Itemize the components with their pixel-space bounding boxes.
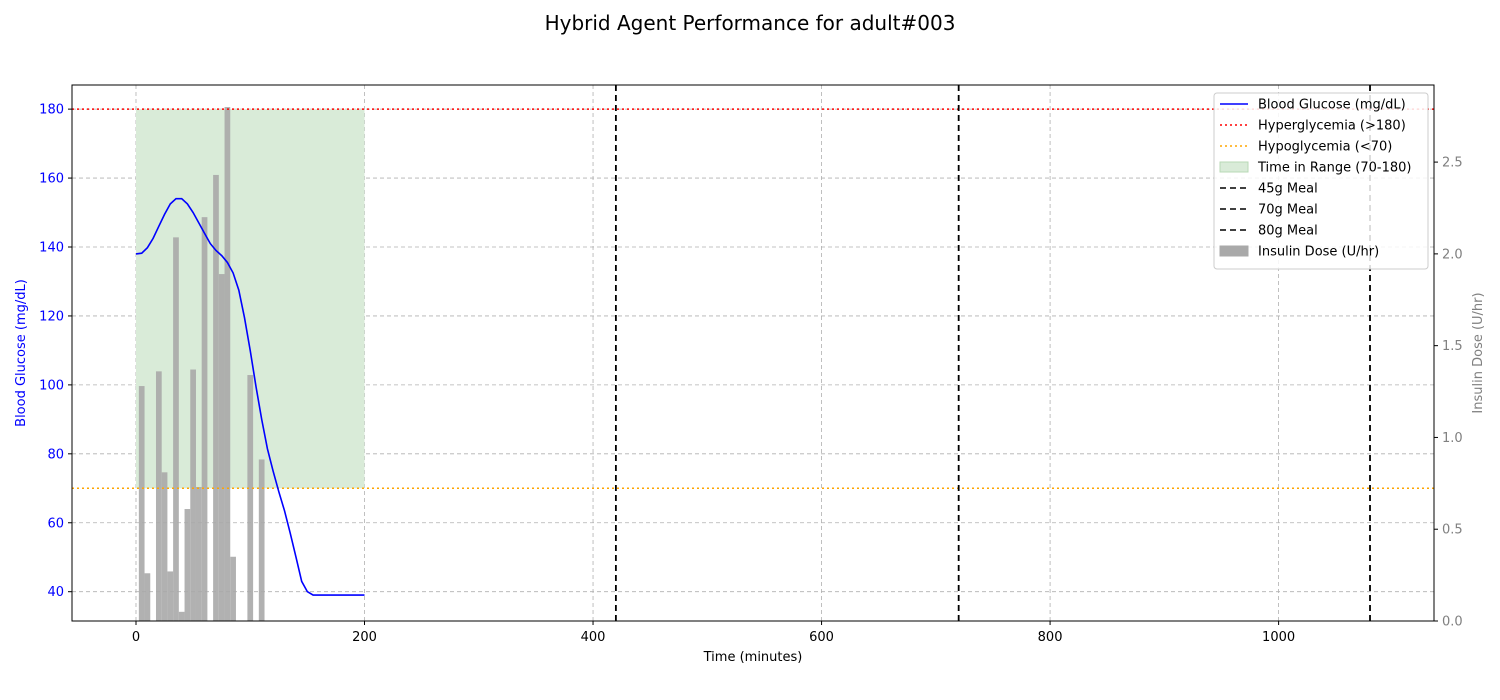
x-tick-label: 600	[809, 630, 834, 645]
x-axis: 0 200 400 600 800 1000	[132, 621, 1295, 645]
insulin-bar	[218, 274, 225, 621]
legend-label: Blood Glucose (mg/dL)	[1258, 98, 1406, 113]
y-axis-left: 40 60 80 100 120 140 160 180	[39, 103, 72, 600]
y-tick-label: 160	[39, 172, 64, 187]
insulin-bar	[173, 237, 179, 621]
y2-tick-label: 1.5	[1442, 339, 1463, 354]
x-tick-label: 800	[1038, 630, 1063, 645]
y-tick-label: 80	[47, 447, 64, 462]
y2-tick-label: 2.5	[1442, 156, 1463, 171]
legend-label: Time in Range (70-180)	[1257, 161, 1411, 176]
y-tick-label: 120	[39, 309, 64, 324]
insulin-bar	[144, 573, 151, 621]
legend-label: Hyperglycemia (>180)	[1258, 119, 1406, 134]
insulin-bar	[178, 611, 185, 621]
y2-tick-label: 1.0	[1442, 431, 1463, 446]
plot-frame	[71, 84, 1435, 622]
y2-axis-label: Insulin Dose (U/hr)	[1471, 292, 1486, 413]
legend-label: 70g Meal	[1258, 203, 1318, 218]
x-axis-label: Time (minutes)	[703, 650, 803, 665]
y-tick-label: 40	[47, 585, 64, 600]
legend-label: 80g Meal	[1258, 224, 1318, 239]
y-tick-label: 100	[39, 378, 64, 393]
y-axis-label: Blood Glucose (mg/dL)	[14, 279, 29, 427]
y-tick-label: 180	[39, 103, 64, 118]
legend-label: Hypoglycemia (<70)	[1258, 140, 1392, 155]
insulin-bar	[224, 107, 231, 621]
y2-tick-label: 0.0	[1442, 615, 1463, 630]
insulin-bar	[258, 459, 265, 621]
insulin-bar	[138, 386, 145, 621]
legend-label: 45g Meal	[1258, 182, 1318, 197]
insulin-bar	[195, 487, 202, 621]
x-tick-label: 200	[352, 630, 377, 645]
insulin-bar	[167, 571, 174, 621]
x-tick-label: 1000	[1262, 630, 1295, 645]
insulin-bars	[138, 107, 265, 622]
legend-box	[1213, 92, 1429, 270]
y-tick-label: 60	[47, 516, 64, 531]
legend-label: Insulin Dose (U/hr)	[1258, 245, 1379, 260]
glucose-line	[135, 197, 365, 596]
y-axis-right: 0.0 0.5 1.0 1.5 2.0 2.5	[1434, 156, 1463, 630]
threshold-lines	[72, 108, 1434, 490]
insulin-bar	[230, 556, 236, 621]
insulin-bar	[184, 509, 191, 621]
x-tick-label: 0	[132, 630, 140, 645]
insulin-bar	[161, 472, 168, 621]
y2-tick-label: 2.0	[1442, 247, 1463, 262]
glucose-line-layer	[135, 197, 365, 596]
chart-title: Hybrid Agent Performance for adult#003	[545, 11, 956, 35]
legend-swatch	[1219, 161, 1249, 173]
x-tick-label: 400	[581, 630, 606, 645]
insulin-bar	[190, 369, 196, 621]
legend-swatch	[1219, 245, 1249, 257]
insulin-bar	[201, 217, 208, 622]
insulin-bar	[247, 375, 254, 621]
insulin-bar	[213, 174, 219, 622]
y2-tick-label: 0.5	[1442, 523, 1463, 538]
legend: Blood Glucose (mg/dL) Hyperglycemia (>180…	[1213, 92, 1429, 270]
y-tick-label: 140	[39, 241, 64, 256]
insulin-bar	[155, 371, 162, 621]
